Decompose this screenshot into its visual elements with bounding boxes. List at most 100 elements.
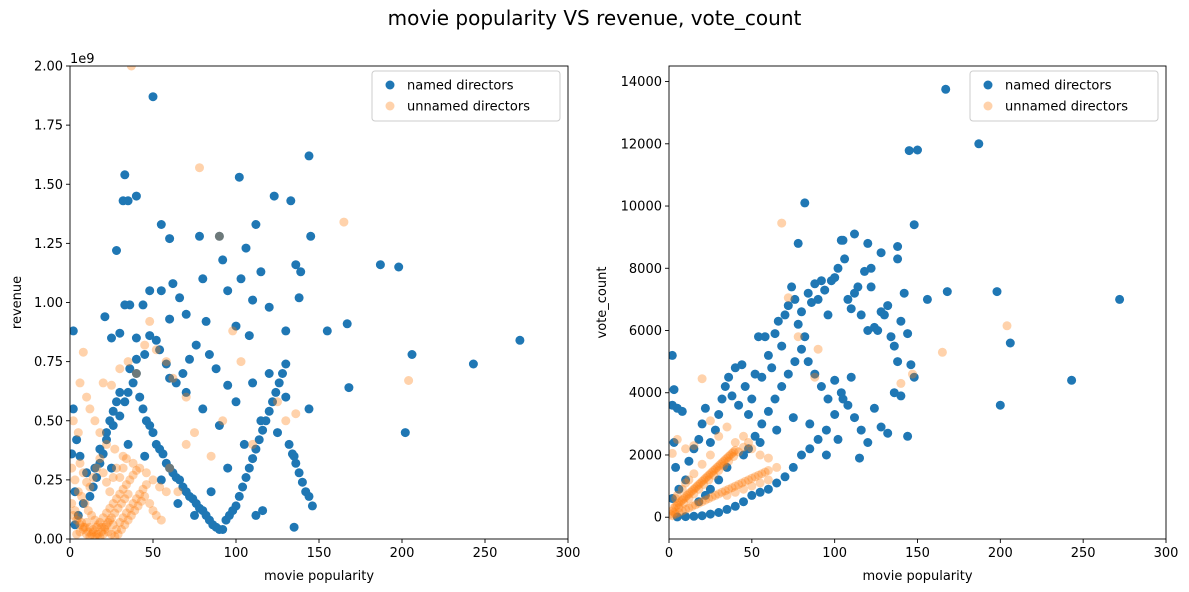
data-point [112, 246, 121, 255]
data-point [760, 467, 770, 477]
data-point [896, 378, 906, 388]
data-point [82, 529, 92, 539]
y-tick-label: 14000 [621, 75, 662, 90]
data-point [783, 293, 793, 303]
data-point [750, 369, 760, 379]
data-point [128, 499, 138, 508]
data-point [674, 498, 684, 508]
data-point [860, 266, 869, 276]
data-point [780, 310, 790, 320]
data-point [168, 373, 178, 383]
legend: named directors unnamed directors [969, 70, 1159, 122]
data-point [697, 511, 707, 521]
data-point [107, 513, 116, 523]
y-tick-label: 0.50 [34, 414, 63, 429]
data-point [107, 463, 116, 473]
data-point [88, 482, 98, 492]
data-point [273, 428, 282, 438]
data-point [126, 510, 136, 520]
data-point [893, 242, 903, 251]
data-point [214, 421, 224, 430]
data-point [120, 520, 130, 530]
data-point [248, 378, 258, 388]
data-point [151, 345, 161, 355]
data-point [400, 428, 410, 438]
data-point [294, 468, 304, 478]
x-axis-label: movie popularity [264, 569, 374, 584]
data-point [687, 501, 697, 511]
legend: named directors unnamed directors [371, 70, 561, 122]
data-point [893, 254, 903, 264]
data-point [669, 400, 677, 410]
series-unnamed-directors [70, 66, 414, 539]
data-point [281, 392, 291, 402]
data-point [669, 508, 679, 517]
data-point [669, 438, 679, 447]
data-point [669, 494, 677, 503]
data-point [102, 435, 111, 445]
data-point [289, 522, 299, 532]
data-point [296, 267, 306, 277]
data-point [700, 403, 710, 413]
data-point [681, 512, 691, 522]
y-tick-label: 0.75 [34, 355, 63, 370]
data-point [816, 382, 826, 391]
data-point [271, 387, 281, 397]
data-point [156, 286, 166, 296]
data-point [121, 454, 131, 464]
data-point [135, 463, 145, 473]
y-tick-label: 1.00 [34, 296, 63, 311]
data-point [204, 350, 214, 359]
x-tick-label: 200 [988, 546, 1013, 561]
y-tick-label: 0 [654, 511, 662, 526]
data-point [120, 494, 130, 504]
data-point [863, 438, 873, 447]
data-point [131, 465, 141, 475]
data-point [515, 335, 525, 345]
data-point [98, 529, 108, 539]
data-point [125, 503, 135, 513]
data-point [121, 480, 131, 490]
data-point [105, 416, 115, 426]
data-point [866, 282, 876, 292]
data-point [120, 300, 130, 310]
data-point [714, 461, 724, 471]
data-point [856, 425, 866, 435]
data-point [724, 372, 734, 382]
data-point [103, 527, 113, 537]
data-point [123, 196, 133, 206]
data-point [273, 397, 282, 407]
data-point [145, 499, 155, 508]
y-tick-label: 1.50 [34, 178, 63, 193]
data-point [909, 372, 919, 382]
data-point [70, 416, 78, 426]
data-point [821, 425, 831, 435]
data-point [739, 484, 748, 494]
legend-box [969, 70, 1159, 122]
data-point [140, 451, 150, 461]
data-point [264, 369, 274, 378]
data-point [734, 447, 744, 457]
y-tick-label: 1.25 [34, 237, 63, 252]
x-tick-label: 250 [473, 546, 498, 561]
data-point [697, 374, 707, 384]
x-tick-label: 0 [66, 546, 74, 561]
data-point [286, 196, 296, 206]
data-point [734, 480, 744, 489]
data-point [689, 489, 699, 499]
x-tick-label: 150 [905, 546, 930, 561]
data-point [700, 495, 710, 505]
data-point [117, 499, 126, 508]
data-point [156, 475, 166, 485]
data-point [846, 372, 856, 382]
data-point [833, 434, 843, 444]
data-point [750, 431, 760, 441]
data-point [720, 455, 730, 465]
data-point [797, 307, 806, 317]
data-point [70, 475, 80, 485]
data-point [787, 282, 797, 292]
data-point [772, 478, 782, 488]
data-point [115, 517, 125, 527]
data-point [720, 382, 730, 391]
